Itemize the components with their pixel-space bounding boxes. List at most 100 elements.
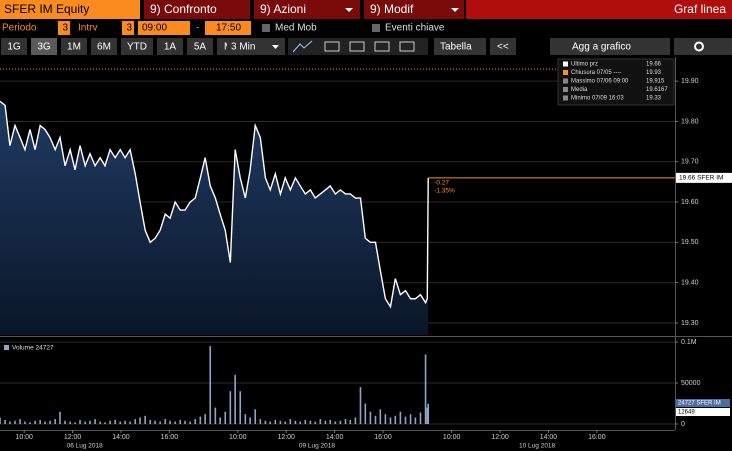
candle-icon[interactable] [349,41,365,52]
volume-bar [244,414,247,424]
end-time[interactable]: 17:50 [216,23,241,34]
x-tick-label: 16:00 [588,434,606,441]
back[interactable]: << [497,42,509,53]
add-button[interactable] [550,38,670,55]
tool-icons[interactable] [288,38,428,55]
legend-value: 19.93 [646,70,662,76]
volume-bar [394,415,397,424]
date-label: 06 Lug 2018 [67,443,104,450]
volume-bar [114,419,116,424]
actions[interactable]: 9) Azioni [260,2,306,16]
volume-bar [309,420,312,424]
y-tick-label: 50000 [681,380,701,387]
volume-bar [354,417,357,424]
line-icon[interactable] [292,40,313,53]
volume-bar [219,417,221,424]
volume-bar [214,407,217,424]
volume-bar [29,422,31,424]
modify[interactable]: 9) Modif [370,2,414,16]
compare[interactable]: 9) Confronto [150,2,217,16]
grid-icon[interactable] [399,41,415,52]
period[interactable]: 3 [62,23,68,34]
moving-avg[interactable]: Med Mob [275,23,317,34]
modify-button[interactable] [364,0,464,19]
last-value-label: 24727 SFER IM [678,401,721,407]
volume-bar [259,419,262,424]
volume-bar [14,420,16,424]
volume-bar [154,420,156,424]
range-label[interactable]: 1M [67,42,81,53]
legend-swatch [563,87,568,92]
back-button[interactable] [490,38,516,55]
security-box[interactable] [0,0,140,19]
volume-bar [184,420,186,424]
range-button[interactable] [91,38,117,55]
checkbox[interactable] [372,24,380,32]
legend-swatch [563,78,568,84]
period-box[interactable] [58,21,70,35]
range-button[interactable] [121,38,153,55]
volume-bar [19,419,21,424]
security[interactable]: SFER IM Equity [4,2,89,16]
volume-bar [164,419,167,424]
interval[interactable]: 3 [126,23,132,34]
chart-type[interactable]: Graf linea [674,2,726,16]
range-label[interactable]: 6M [97,42,111,53]
legend-label: Ultimo prz [571,62,598,68]
range-label[interactable]: 1A [164,42,177,53]
range-label[interactable]: YTD [127,42,147,53]
change-label: -1.35% [434,188,455,195]
last-value-label: 12649 [678,410,695,416]
volume-bar [119,421,122,424]
volume-bar [319,419,322,424]
bar-icon[interactable] [324,41,340,52]
add-to-chart[interactable]: Agg a grafico [572,42,631,53]
table[interactable]: Tabella [440,42,472,53]
end-box[interactable] [205,21,251,35]
volume-bar [169,420,171,424]
volume-bar [179,419,182,424]
granularity[interactable]: 3 Min [231,42,255,53]
legend-swatch [563,70,568,75]
actions-button[interactable] [254,0,360,19]
legend-label: Chiusura 07/05 ---- [571,70,621,76]
volume-bar [274,419,277,424]
volume-bar [289,419,292,424]
area-icon[interactable] [374,41,390,52]
period-label: Periodo [2,23,37,34]
y-tick-label: 19.30 [681,320,699,327]
granularity-button[interactable] [227,38,285,55]
key-events[interactable]: Eventi chiave [385,23,445,34]
range-label[interactable]: 5A [194,42,207,53]
volume-bar [299,421,302,424]
start-box[interactable] [138,21,190,35]
volume-bar [124,420,126,424]
range-button[interactable] [61,38,87,55]
range-button[interactable] [157,38,183,55]
volume-bar [294,420,297,424]
last-price-box [676,172,732,183]
y-tick-label: 19.80 [681,118,699,125]
range-button[interactable] [187,38,213,55]
volume-bar [404,416,407,424]
volume-bar [349,419,352,424]
volume-bar [139,417,141,424]
interval-box[interactable] [122,21,134,35]
compare-button[interactable] [144,0,250,19]
range-label[interactable]: 3G [37,42,51,53]
range-button[interactable] [31,38,57,55]
volume-bar [414,417,417,424]
volume-bar [384,414,387,424]
checkbox[interactable] [262,24,270,32]
range-label[interactable]: 1G [7,42,21,53]
table-button[interactable] [434,38,486,55]
volume-bar [89,420,91,424]
range-button[interactable] [1,38,27,55]
chart-type-bar [466,0,732,19]
volume-bar [424,354,427,424]
gear-icon[interactable] [694,41,704,52]
volume-bar [34,420,36,424]
volume-bar [379,409,382,424]
start-time[interactable]: 09:00 [142,23,167,34]
